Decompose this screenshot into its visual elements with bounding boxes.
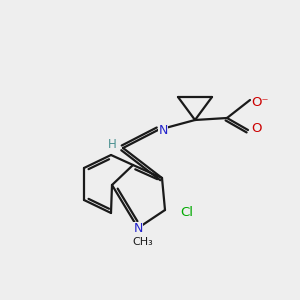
- Text: N: N: [133, 223, 143, 236]
- Text: O: O: [252, 122, 262, 136]
- Text: H: H: [108, 139, 116, 152]
- Text: O⁻: O⁻: [251, 95, 269, 109]
- Text: N: N: [158, 124, 168, 137]
- Text: CH₃: CH₃: [133, 237, 153, 247]
- Text: Cl: Cl: [181, 206, 194, 220]
